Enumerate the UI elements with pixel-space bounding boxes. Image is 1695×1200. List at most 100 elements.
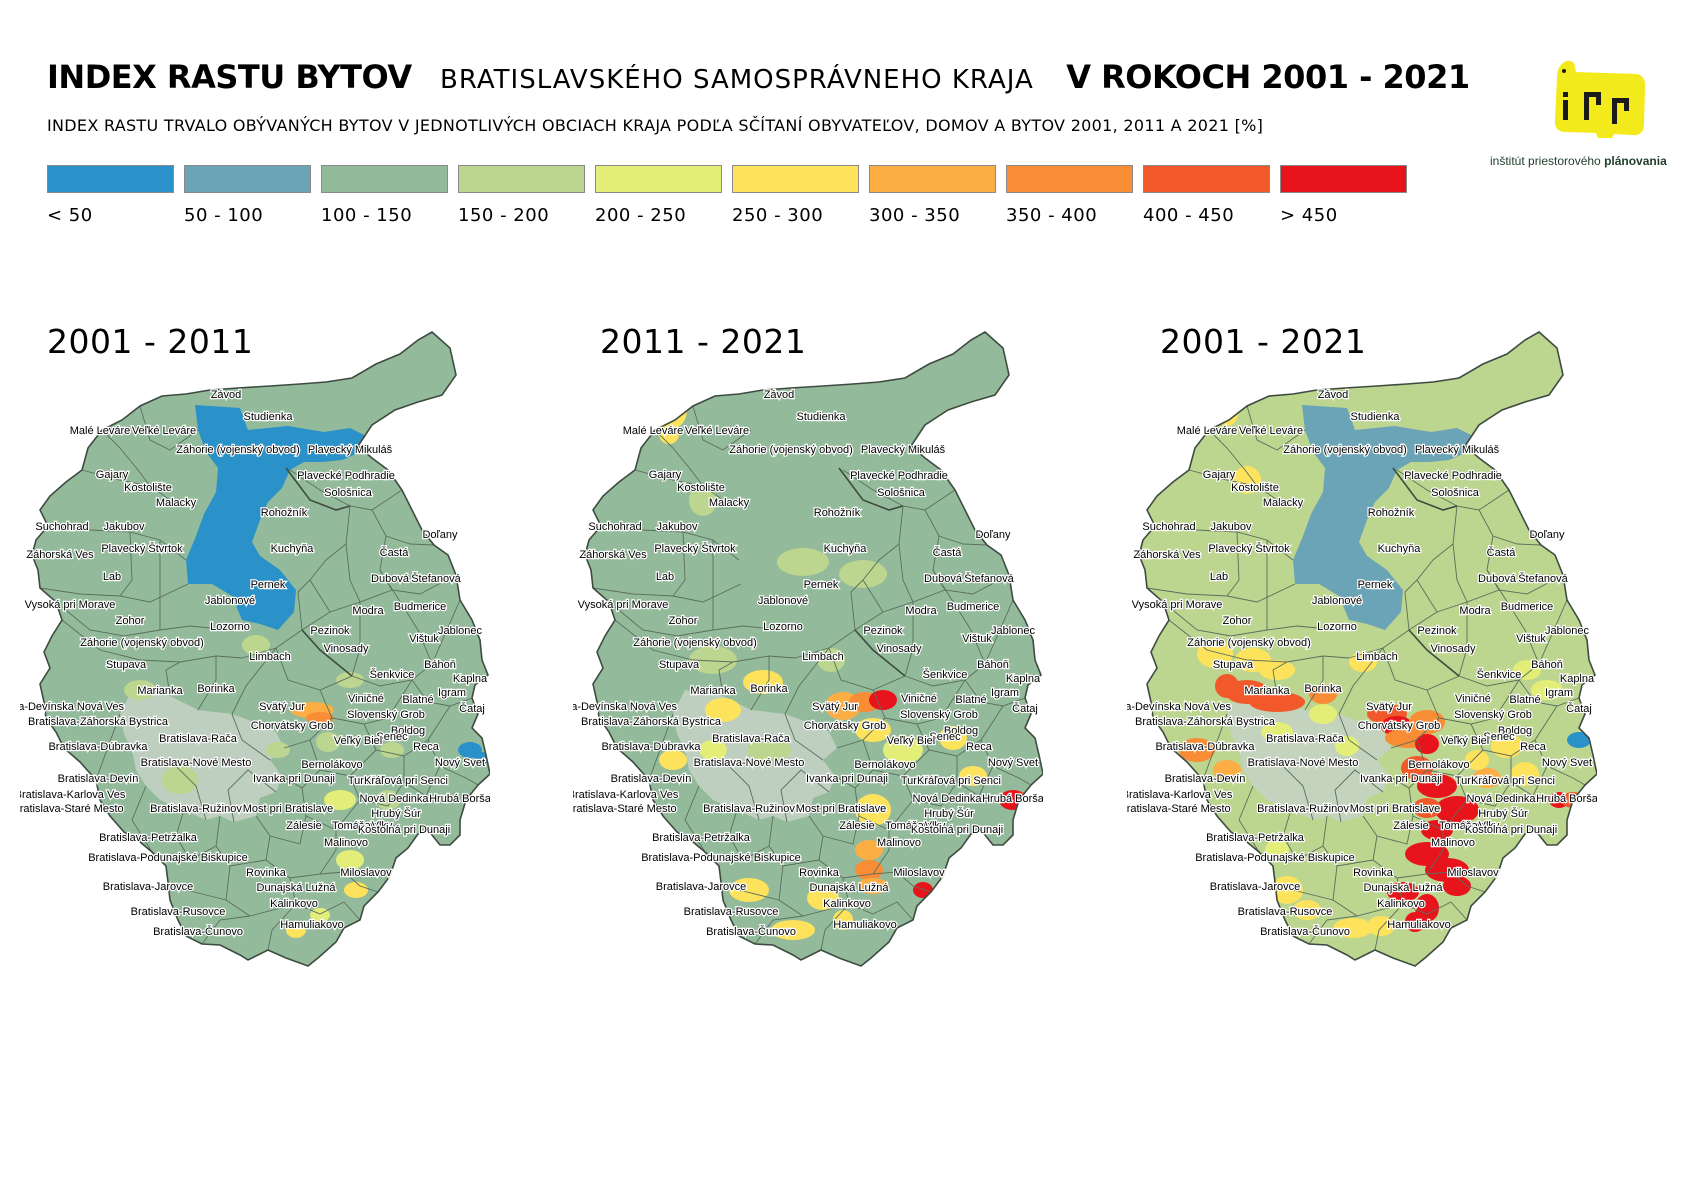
place-label: Vištuk	[962, 633, 992, 645]
place-label: Plavecké Podhradie	[297, 470, 395, 482]
municipality-patch	[1415, 734, 1439, 754]
place-label: Vinosady	[876, 643, 922, 655]
municipality-border	[1226, 531, 1240, 597]
place-label: Kaplna	[453, 673, 488, 685]
municipality-patch	[855, 840, 883, 860]
place-label: Záhorská Ves	[26, 549, 94, 561]
place-label: Bratislava-Nové Mesto	[1248, 757, 1359, 769]
place-label: Vysoká pri Morave	[578, 599, 669, 611]
place-label: Šenkvice	[370, 668, 415, 681]
municipality-patch	[1309, 704, 1337, 724]
place-label: Dunajská Lužná	[257, 882, 337, 894]
place-label: Závod	[764, 389, 795, 401]
legend-label: 200 - 250	[595, 205, 687, 226]
municipality-patch	[1215, 674, 1239, 698]
place-label: Suchohrad	[588, 521, 641, 533]
place-label: Tomášov	[885, 820, 930, 832]
municipality-border	[231, 713, 271, 761]
municipality-patch	[959, 766, 987, 786]
place-label: Záhorská Ves	[579, 549, 647, 561]
place-label: Čataj	[1012, 702, 1038, 715]
place-label: Závod	[211, 389, 242, 401]
place-label: Bratislava-Podunajské Biskupice	[1195, 852, 1355, 864]
map-title-2001-2021: 2001 - 2021	[1160, 322, 1367, 361]
municipality-border	[784, 713, 824, 761]
place-label: Malacky	[1263, 497, 1304, 509]
municipality-border	[61, 619, 243, 663]
place-label: Štefanová	[964, 572, 1014, 585]
place-label: Vlky	[372, 820, 393, 832]
place-label: Studienka	[797, 411, 847, 423]
place-label: Boldog	[944, 725, 978, 737]
place-label: Záhorie (vojenský obvod)	[1187, 637, 1311, 649]
municipality-border	[1456, 756, 1512, 807]
place-label: Jablonové	[205, 595, 255, 607]
place-label: Lozorno	[763, 621, 803, 633]
municipality-border	[768, 815, 820, 867]
municipality-border	[654, 429, 704, 487]
place-label: Borinka	[750, 683, 788, 695]
place-label: Bratislava-Petržalka	[652, 832, 751, 844]
place-label: Igram	[991, 687, 1019, 699]
place-label: Dubová	[371, 573, 410, 585]
municipality-border	[201, 915, 251, 945]
place-label: Lozorno	[1317, 621, 1357, 633]
place-label: Jablonové	[1312, 595, 1362, 607]
municipality-border	[55, 601, 233, 637]
place-label: Marianka	[690, 685, 736, 697]
municipality-patch	[1417, 774, 1457, 798]
municipality-border	[345, 543, 393, 603]
legend-item: 250 - 300	[732, 165, 859, 226]
municipality-border	[672, 531, 686, 597]
municipality-patch	[771, 920, 815, 940]
municipality-patch	[1335, 736, 1359, 756]
place-label: Bratislava-Záhorská Bystrica	[1135, 716, 1276, 728]
place-label: Vinosady	[1430, 643, 1476, 655]
place-label: Hrubá Borša	[982, 793, 1043, 805]
municipality-border	[854, 787, 914, 831]
municipality-border	[956, 765, 994, 797]
municipality-border	[692, 405, 752, 451]
place-label: Kuchyňa	[824, 543, 868, 555]
place-label: Pezinok	[863, 625, 903, 637]
place-label: Rovinka	[799, 867, 840, 879]
municipality-border	[95, 713, 121, 781]
municipality-border	[1308, 915, 1358, 945]
place-label: Rohožník	[261, 507, 308, 519]
place-label: Vinosady	[323, 643, 369, 655]
municipality-border	[165, 661, 181, 697]
place-label: Ivanka pri Dunaji	[806, 773, 888, 785]
municipality-patch	[306, 712, 334, 724]
place-label: Malinovo	[324, 837, 368, 849]
municipality-patch	[833, 910, 853, 930]
municipality-border	[902, 756, 958, 807]
place-label: Závod	[1318, 389, 1349, 401]
municipality-patch	[1473, 768, 1501, 788]
municipality-patch	[1213, 760, 1241, 780]
municipality-border	[862, 739, 930, 777]
place-label: Veľké Leváre	[685, 425, 749, 437]
place-label: Bratislava-Jarovce	[656, 881, 746, 893]
municipality-patch	[242, 635, 270, 655]
municipality-border	[185, 889, 227, 901]
place-label: Miloslavov	[1447, 867, 1499, 879]
map-title-2001-2011: 2001 - 2011	[47, 322, 254, 361]
place-label: Limbach	[1356, 651, 1398, 663]
municipality-border	[139, 405, 199, 451]
place-label: Ivanka pri Dunaji	[253, 773, 335, 785]
place-label: Dubová	[1478, 573, 1517, 585]
place-label: Kalinkovo	[270, 898, 318, 910]
place-label: Malinovo	[1431, 837, 1475, 849]
municipality-border	[1452, 543, 1500, 603]
municipality-border	[1238, 785, 1260, 853]
municipality-patch	[1413, 798, 1441, 818]
place-label: Dunajská Lužná	[1364, 882, 1444, 894]
place-label: Kostolná pri Dunaji	[1465, 824, 1557, 836]
municipality-border	[872, 871, 932, 893]
municipality-patch	[1333, 918, 1373, 938]
place-label: Bratislava-Karlova Ves	[573, 789, 679, 801]
place-label: Modra	[1459, 605, 1491, 617]
place-label: Lab	[1210, 571, 1228, 583]
place-label: Bratislava-Jarovce	[1210, 881, 1300, 893]
